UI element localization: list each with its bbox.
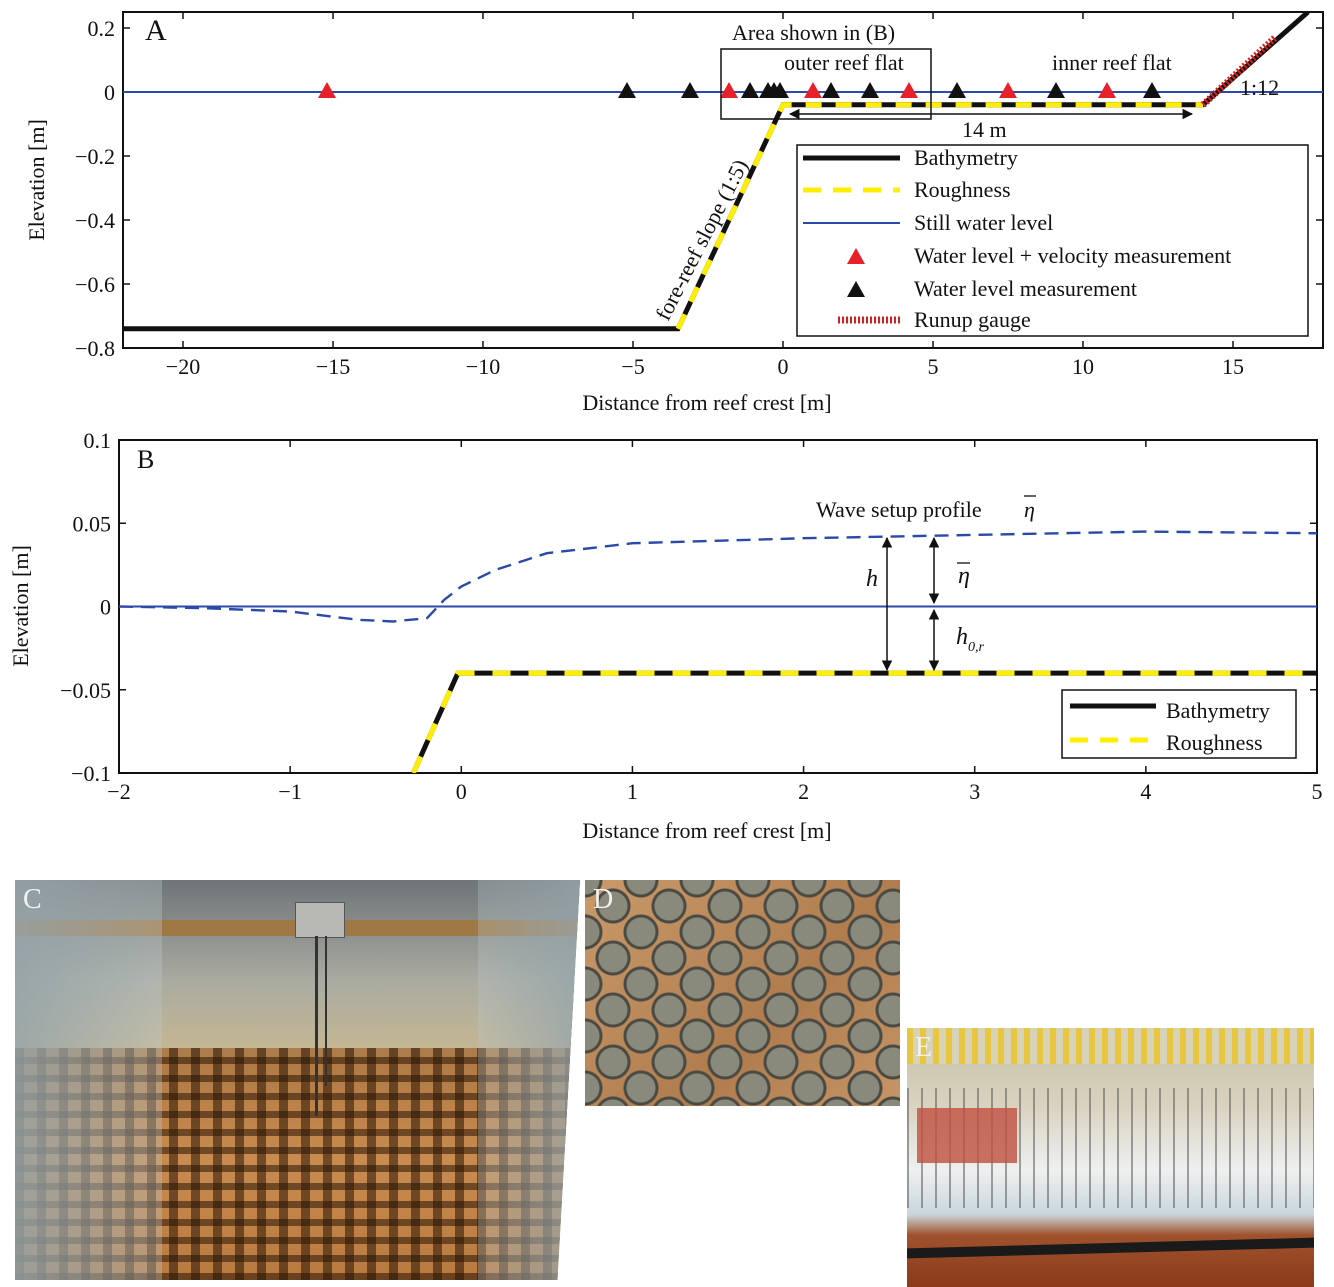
water-level-marker — [1047, 82, 1065, 98]
legend-b: Bathymetry Roughness — [1061, 689, 1297, 759]
velocity-marker — [720, 82, 738, 98]
legend-roughness-label: Roughness — [914, 177, 1011, 202]
photo-d-label: D — [593, 884, 614, 915]
panel-label-b: B — [137, 445, 154, 474]
wave-setup-label: Wave setup profile — [816, 497, 982, 522]
water-level-marker — [948, 82, 966, 98]
panel-a-ticks: −20 −15 −10 −5 0 5 10 15 0.2 0 −0.2 −0.4 −0.6 −0.8 — [75, 12, 1323, 379]
x-tick-label: 4 — [1140, 779, 1151, 804]
eta-label: η — [958, 563, 970, 589]
span-label: 14 m — [962, 117, 1007, 142]
y-tick-label: 0.1 — [84, 428, 112, 453]
photo-d-roughness-elements: D — [585, 880, 900, 1106]
legend-water-level-marker — [847, 281, 865, 297]
x-tick-label: −15 — [316, 354, 350, 379]
photo-e-rail — [907, 1237, 1314, 1259]
outer-reef-flat-label: outer reef flat — [784, 50, 904, 75]
x-tick-label: −2 — [107, 779, 130, 804]
panel-a-ylabel: Elevation [m] — [24, 119, 49, 241]
y-tick-label: −0.6 — [75, 272, 115, 297]
area-shown-label: Area shown in (B) — [732, 20, 895, 45]
x-tick-label: 5 — [1312, 779, 1323, 804]
panel-a-frame — [122, 11, 1324, 349]
panel-label-a: A — [145, 14, 167, 47]
x-tick-label: 0 — [778, 354, 789, 379]
x-tick-label: −10 — [466, 354, 500, 379]
x-tick-label: 1 — [627, 779, 638, 804]
photo-e-runup-gauge: E — [907, 1028, 1314, 1287]
wave-setup-eta-symbol: η — [1024, 497, 1035, 522]
velocity-marker — [804, 82, 822, 98]
legend-velocity-marker — [847, 248, 865, 264]
y-tick-label: 0.05 — [73, 511, 112, 536]
legend-still-water-label: Still water level — [914, 210, 1053, 235]
legend-a: Bathymetry Roughness Still water level W… — [796, 144, 1309, 337]
water-level-marker — [861, 82, 879, 98]
legend-velocity-label: Water level + velocity measurement — [914, 243, 1231, 268]
y-tick-label: −0.1 — [71, 761, 111, 786]
roughness-line — [675, 102, 1203, 330]
panel-a-plot — [123, 12, 1323, 332]
water-level-marker — [681, 82, 699, 98]
panel-b-plot — [119, 530, 1317, 773]
photo-c-glass-right — [478, 880, 580, 1280]
photo-e-label: E — [915, 1032, 933, 1063]
wave-setup-profile-line — [119, 530, 1317, 623]
x-tick-label: 2 — [798, 779, 809, 804]
y-tick-label: 0.2 — [88, 16, 116, 41]
panel-b-xlabel: Distance from reef crest [m] — [582, 818, 831, 843]
water-level-marker — [618, 82, 636, 98]
x-tick-label: −5 — [621, 354, 644, 379]
panel-a: −20 −15 −10 −5 0 5 10 150.20−0.2−0.4−0.6−0.8 A … — [24, 11, 1324, 415]
photo-c-label: C — [23, 884, 42, 915]
panel-a-xlabel: Distance from reef crest [m] — [582, 390, 831, 415]
x-tick-label: 10 — [1072, 354, 1094, 379]
y-tick-label: 0 — [100, 595, 111, 620]
y-tick-label: −0.4 — [75, 208, 115, 233]
y-tick-label: −0.05 — [60, 678, 111, 703]
legend-b-bathymetry-label: Bathymetry — [1166, 698, 1270, 723]
y-tick-label: 0 — [104, 80, 115, 105]
photo-c-probe-rod-2 — [325, 936, 327, 1086]
h-label: h — [866, 566, 878, 592]
roughness-line-b — [411, 670, 1317, 773]
legend-b-box — [1061, 689, 1297, 759]
legend-a-box — [796, 144, 1309, 337]
x-tick-label: 3 — [969, 779, 980, 804]
measurement-markers — [318, 82, 1161, 98]
panel-b-ylabel: Elevation [m] — [8, 545, 33, 667]
legend-bathymetry-label: Bathymetry — [914, 145, 1018, 170]
figure-canvas: −20 −15 −10 −5 0 5 10 150.20−0.2−0.4−0.6−0.8 A … — [8, 11, 1324, 843]
legend-runup-label: Runup gauge — [914, 307, 1031, 332]
x-tick-label: −1 — [278, 779, 301, 804]
legend-water-level-label: Water level measurement — [914, 276, 1137, 301]
photo-c-glass-left — [15, 880, 162, 1280]
y-tick-label: −0.8 — [75, 336, 115, 361]
water-level-marker — [741, 82, 759, 98]
x-tick-label: −20 — [166, 354, 200, 379]
y-tick-label: −0.2 — [75, 144, 115, 169]
inner-reef-flat-label: inner reef flat — [1052, 50, 1172, 75]
panel-b: −2 −1 0 1 2 3 4 5 0.1 0.05 0 −0.05 −0.1 B Wave setup… — [8, 428, 1323, 843]
runup-gauge-line — [1200, 35, 1278, 108]
photo-e-probe-heads — [907, 1028, 1314, 1064]
x-tick-label: 15 — [1222, 354, 1244, 379]
x-tick-label: 0 — [456, 779, 467, 804]
fore-reef-slope-label: fore-reef slope (1:5) — [650, 155, 753, 324]
photo-c-probe-box — [295, 902, 345, 938]
water-level-marker — [1143, 82, 1161, 98]
water-level-marker — [771, 82, 789, 98]
photo-e-red-panel — [917, 1108, 1017, 1163]
velocity-marker — [999, 82, 1017, 98]
velocity-marker — [318, 82, 336, 98]
velocity-marker — [1098, 82, 1116, 98]
x-tick-label: 5 — [928, 354, 939, 379]
velocity-marker — [900, 82, 918, 98]
photo-c-probe-rod — [315, 936, 318, 1116]
legend-b-roughness-label: Roughness — [1166, 730, 1263, 755]
water-level-marker — [822, 82, 840, 98]
h0r-label: h0,r — [956, 624, 985, 655]
photo-c-flume: C — [15, 880, 580, 1280]
runup-slope-label: 1:12 — [1240, 75, 1279, 100]
